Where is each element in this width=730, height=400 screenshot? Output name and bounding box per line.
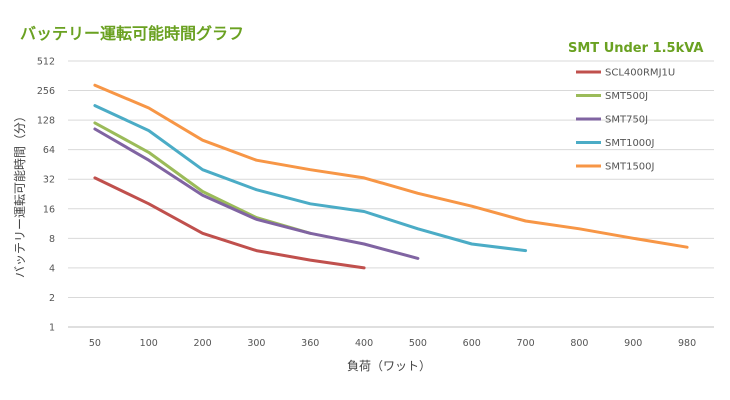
x-tick-label: 300 (247, 338, 265, 349)
series-line-smt1500j (93, 83, 689, 249)
legend-label-smt500j: SMT500J (605, 91, 648, 102)
y-tick-label: 32 (43, 175, 55, 186)
x-tick-label: 400 (355, 338, 373, 349)
x-tick-label: 50 (89, 338, 101, 349)
y-axis-label: バッテリー運転可能時間（分） (13, 110, 27, 278)
x-tick-label: 500 (409, 338, 427, 349)
series-lines (93, 83, 689, 270)
y-tick-label: 2 (49, 293, 55, 304)
x-tick-label: 360 (301, 338, 319, 349)
y-tick-label: 256 (37, 86, 55, 97)
y-tick-label: 64 (43, 145, 55, 156)
y-axis-ticks: 1 2 4 8 16 32 64 128 256 512 (37, 57, 55, 334)
grid-lines (68, 60, 714, 328)
x-tick-label: 800 (570, 338, 588, 349)
y-tick-label: 8 (49, 234, 55, 245)
y-tick-label: 16 (43, 204, 55, 215)
y-tick-label: 1 (49, 323, 55, 334)
chart-title: バッテリー運転可能時間グラフ (20, 24, 245, 43)
legend-label-smt1500j: SMT1500J (605, 162, 654, 173)
legend-label-smt750j: SMT750J (605, 115, 648, 126)
x-axis-label: 負荷（ワット） (347, 359, 431, 373)
legend: SCL400RMJ1U SMT500J SMT750J SMT1000J SMT1500… (576, 68, 675, 173)
legend-label-scl400rmj1u: SCL400RMJ1U (605, 68, 675, 79)
series-line-scl400rmj1u (93, 176, 366, 270)
x-tick-label: 200 (194, 338, 212, 349)
x-tick-label: 900 (624, 338, 642, 349)
series-line-smt1000j (93, 104, 528, 253)
legend-label-smt1000j: SMT1000J (605, 138, 654, 149)
legend-title: SMT Under 1.5kVA (568, 41, 703, 56)
x-tick-label: 600 (463, 338, 481, 349)
x-tick-label: 100 (140, 338, 158, 349)
y-tick-label: 4 (49, 263, 55, 274)
series-line-smt750j (93, 127, 420, 260)
x-tick-label: 980 (678, 338, 696, 349)
x-axis-ticks: 50 100 200 300 360 400 500 600 700 800 900 980 (89, 338, 696, 349)
y-tick-label: 128 (37, 116, 55, 127)
x-tick-label: 700 (517, 338, 535, 349)
y-tick-label: 512 (37, 57, 55, 68)
